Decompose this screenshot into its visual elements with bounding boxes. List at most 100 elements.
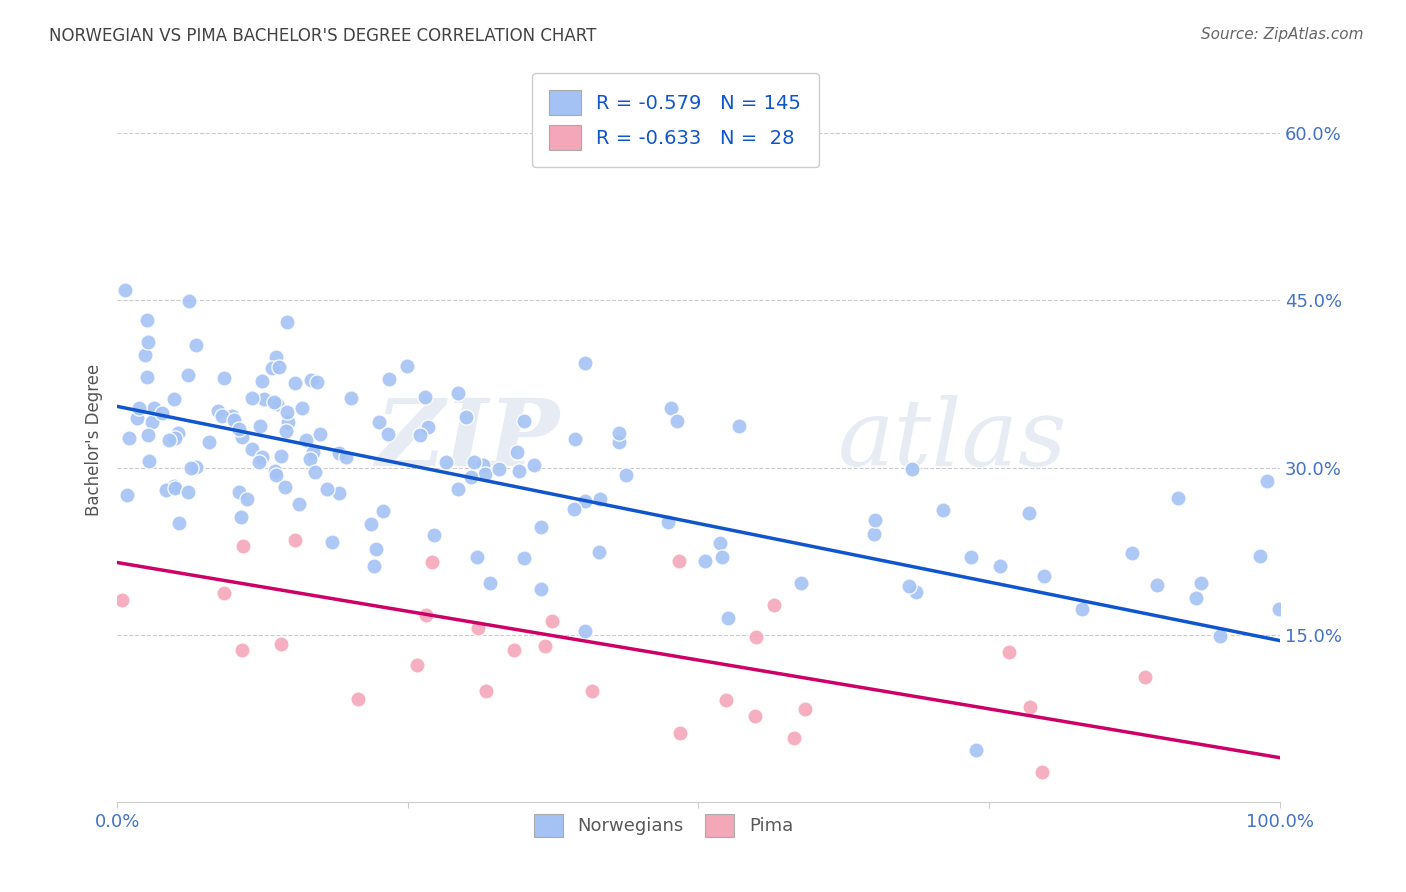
Point bbox=[863, 513, 886, 527]
Point bbox=[513, 550, 536, 565]
Point bbox=[184, 459, 207, 474]
Point bbox=[117, 488, 139, 502]
Point bbox=[277, 415, 299, 429]
Point bbox=[240, 391, 263, 405]
Point bbox=[478, 576, 501, 591]
Point bbox=[506, 445, 529, 459]
Point bbox=[588, 545, 610, 559]
Point bbox=[1019, 699, 1042, 714]
Point bbox=[283, 533, 305, 547]
Point bbox=[588, 491, 610, 506]
Point bbox=[228, 484, 250, 499]
Point bbox=[264, 464, 287, 478]
Point bbox=[745, 630, 768, 644]
Point bbox=[266, 397, 288, 411]
Point bbox=[366, 541, 388, 556]
Point bbox=[150, 406, 173, 420]
Point bbox=[118, 431, 141, 445]
Point bbox=[347, 692, 370, 706]
Y-axis label: Bachelor's Degree: Bachelor's Degree bbox=[86, 364, 103, 516]
Point bbox=[316, 482, 339, 496]
Point bbox=[328, 446, 350, 460]
Point bbox=[530, 520, 553, 534]
Point bbox=[665, 414, 688, 428]
Point bbox=[512, 414, 534, 428]
Point bbox=[231, 642, 253, 657]
Point bbox=[163, 392, 186, 406]
Text: atlas: atlas bbox=[838, 395, 1067, 485]
Point bbox=[371, 503, 394, 517]
Point bbox=[415, 607, 437, 622]
Point bbox=[284, 376, 307, 391]
Point bbox=[250, 450, 273, 464]
Point bbox=[932, 502, 955, 516]
Point bbox=[363, 559, 385, 574]
Point bbox=[998, 644, 1021, 658]
Point bbox=[266, 350, 288, 364]
Point bbox=[138, 334, 160, 349]
Point bbox=[1209, 629, 1232, 643]
Point bbox=[240, 442, 263, 457]
Point bbox=[262, 360, 284, 375]
Point bbox=[1018, 506, 1040, 520]
Point bbox=[434, 455, 457, 469]
Point bbox=[249, 419, 271, 434]
Point bbox=[288, 496, 311, 510]
Point bbox=[574, 624, 596, 638]
Point bbox=[236, 492, 259, 507]
Point bbox=[413, 390, 436, 404]
Point bbox=[125, 410, 148, 425]
Point bbox=[508, 463, 530, 477]
Point bbox=[304, 465, 326, 479]
Point bbox=[228, 422, 250, 436]
Point bbox=[167, 516, 190, 531]
Point bbox=[231, 430, 253, 444]
Point bbox=[727, 419, 749, 434]
Point bbox=[863, 526, 886, 541]
Point bbox=[298, 452, 321, 467]
Point bbox=[669, 726, 692, 740]
Point bbox=[475, 684, 498, 698]
Point bbox=[264, 468, 287, 483]
Point bbox=[1121, 546, 1143, 560]
Point bbox=[167, 425, 190, 440]
Point bbox=[1189, 576, 1212, 591]
Point bbox=[136, 369, 159, 384]
Point bbox=[523, 458, 546, 472]
Point bbox=[128, 401, 150, 415]
Point bbox=[695, 554, 717, 568]
Point bbox=[711, 550, 734, 565]
Point bbox=[405, 658, 427, 673]
Point bbox=[447, 483, 470, 497]
Point bbox=[659, 401, 682, 416]
Point bbox=[1184, 591, 1206, 605]
Point bbox=[231, 510, 253, 524]
Legend: Norwegians, Pima: Norwegians, Pima bbox=[527, 806, 800, 844]
Point bbox=[232, 539, 254, 553]
Point bbox=[533, 639, 555, 653]
Point bbox=[211, 409, 233, 423]
Point bbox=[790, 575, 813, 590]
Point bbox=[1031, 765, 1053, 780]
Point bbox=[409, 427, 432, 442]
Point bbox=[162, 479, 184, 493]
Point bbox=[294, 433, 316, 447]
Point bbox=[574, 355, 596, 369]
Point bbox=[207, 404, 229, 418]
Text: NORWEGIAN VS PIMA BACHELOR'S DEGREE CORRELATION CHART: NORWEGIAN VS PIMA BACHELOR'S DEGREE CORR… bbox=[49, 27, 596, 45]
Point bbox=[155, 483, 177, 497]
Point bbox=[135, 313, 157, 327]
Point bbox=[607, 435, 630, 450]
Point bbox=[1032, 569, 1054, 583]
Point bbox=[377, 426, 399, 441]
Point bbox=[960, 550, 983, 565]
Point bbox=[1256, 474, 1278, 488]
Point bbox=[581, 684, 603, 698]
Point bbox=[793, 702, 815, 716]
Point bbox=[744, 709, 766, 723]
Point bbox=[180, 460, 202, 475]
Point bbox=[302, 445, 325, 459]
Point bbox=[1167, 491, 1189, 506]
Point bbox=[138, 454, 160, 468]
Point bbox=[472, 458, 495, 473]
